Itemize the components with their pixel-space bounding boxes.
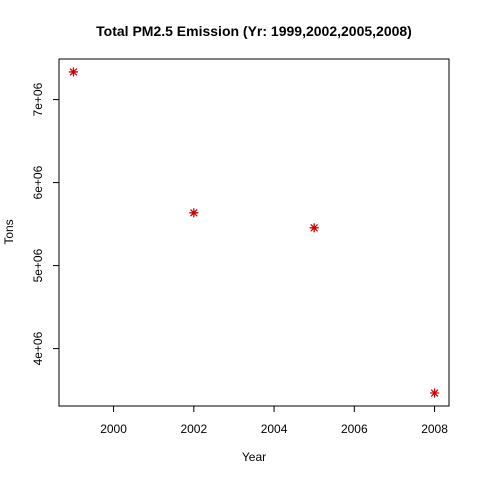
x-tick-label: 2002	[180, 422, 207, 436]
x-axis-label: Year	[242, 450, 266, 464]
x-tick-label: 2008	[421, 422, 448, 436]
x-tick-label: 2004	[261, 422, 288, 436]
x-tick-label: 2006	[341, 422, 368, 436]
y-axis: 4e+06 5e+06 6e+06 7e+06	[31, 82, 60, 365]
plot-frame	[58, 58, 450, 407]
chart-title: Total PM2.5 Emission (Yr: 1999,2002,2005…	[96, 23, 412, 39]
data-point	[309, 223, 319, 233]
x-axis: 2000 2002 2004 2006 2008	[100, 405, 448, 436]
y-axis-label: Tons	[2, 219, 16, 244]
y-tick-label: 6e+06	[31, 165, 45, 199]
data-point	[429, 388, 440, 398]
y-tick-label: 7e+06	[31, 82, 45, 116]
x-tick-label: 2000	[100, 422, 127, 436]
y-tick-label: 5e+06	[31, 248, 45, 282]
data-point	[189, 208, 199, 218]
data-points	[68, 67, 440, 398]
y-tick-label: 4e+06	[31, 331, 45, 365]
data-point	[68, 67, 79, 77]
